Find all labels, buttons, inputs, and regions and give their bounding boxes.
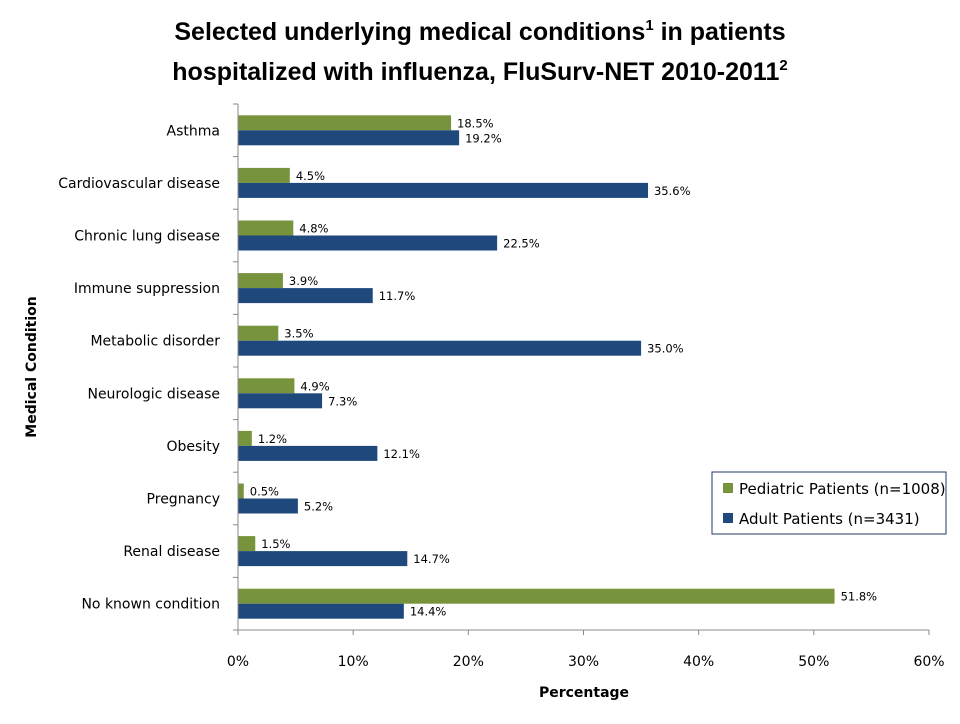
- y-axis-label: Medical Condition: [24, 296, 40, 437]
- data-label: 3.9%: [289, 274, 318, 288]
- category-label: Asthma: [167, 123, 220, 139]
- x-tick-label: 10%: [338, 654, 369, 670]
- data-label: 1.5%: [261, 537, 290, 551]
- bar-pediatric: [238, 325, 279, 341]
- data-label: 51.8%: [841, 590, 878, 604]
- bar-pediatric: [238, 378, 295, 394]
- bar-pediatric: [238, 115, 452, 131]
- category-label: Neurologic disease: [87, 386, 220, 402]
- category-label: Chronic lung disease: [74, 229, 220, 245]
- category-label: Cardiovascular disease: [58, 176, 220, 192]
- chart-title-line2: hospitalized with influenza, FluSurv-NET…: [172, 57, 787, 86]
- x-tick-label: 30%: [568, 654, 599, 670]
- bar-adult: [238, 182, 648, 198]
- category-label: Obesity: [167, 439, 220, 455]
- bar-adult: [238, 235, 498, 251]
- data-label: 22.5%: [503, 237, 540, 251]
- data-label: 4.8%: [299, 222, 328, 236]
- bar-pediatric: [238, 536, 256, 552]
- data-label: 18.5%: [457, 116, 494, 130]
- bar-adult: [238, 445, 378, 461]
- x-tick-label: 20%: [453, 654, 484, 670]
- legend-label-adult: Adult Patients (n=3431): [739, 510, 920, 528]
- bar-adult: [238, 288, 373, 304]
- x-tick-label: 40%: [683, 654, 714, 670]
- legend-swatch-pediatric: [723, 483, 733, 493]
- legend-box: [711, 471, 947, 535]
- data-label: 14.7%: [413, 552, 450, 566]
- bar-adult: [238, 340, 642, 356]
- legend: Pediatric Patients (n=1008) Adult Patien…: [711, 471, 947, 535]
- bar-pediatric: [238, 588, 835, 604]
- bar-pediatric: [238, 273, 283, 289]
- category-label: Renal disease: [123, 544, 220, 560]
- data-label: 1.2%: [258, 432, 287, 446]
- category-label: Pregnancy: [147, 492, 220, 508]
- bar-adult: [238, 498, 298, 514]
- data-label: 35.6%: [654, 184, 691, 198]
- category-label: Metabolic disorder: [90, 334, 220, 350]
- data-label: 0.5%: [250, 485, 279, 499]
- category-label: Immune suppression: [74, 281, 220, 297]
- data-label: 7.3%: [328, 394, 357, 408]
- legend-label-pediatric: Pediatric Patients (n=1008): [739, 480, 946, 498]
- category-label: No known condition: [81, 597, 220, 613]
- data-label: 3.5%: [284, 327, 313, 341]
- x-tick-label: 60%: [913, 654, 944, 670]
- bar-adult: [238, 130, 460, 146]
- data-label: 4.5%: [296, 169, 325, 183]
- data-label: 19.2%: [465, 131, 502, 145]
- data-label: 35.0%: [647, 342, 684, 356]
- data-label: 4.9%: [300, 379, 329, 393]
- chart-title-line1: Selected underlying medical conditions1 …: [174, 17, 785, 46]
- bar-adult: [238, 603, 404, 619]
- data-label: 5.2%: [304, 500, 333, 514]
- legend-swatch-adult: [723, 513, 733, 523]
- data-label: 11.7%: [379, 289, 416, 303]
- x-axis-label: Percentage: [539, 685, 629, 701]
- data-label: 14.4%: [410, 605, 447, 619]
- x-tick-label: 50%: [798, 654, 829, 670]
- bar-adult: [238, 551, 408, 567]
- bar-pediatric: [238, 483, 244, 499]
- x-tick-label: 0%: [227, 654, 249, 670]
- bar-pediatric: [238, 220, 294, 236]
- data-label: 12.1%: [383, 447, 420, 461]
- bar-adult: [238, 393, 323, 409]
- bar-pediatric: [238, 430, 252, 446]
- bar-pediatric: [238, 167, 290, 183]
